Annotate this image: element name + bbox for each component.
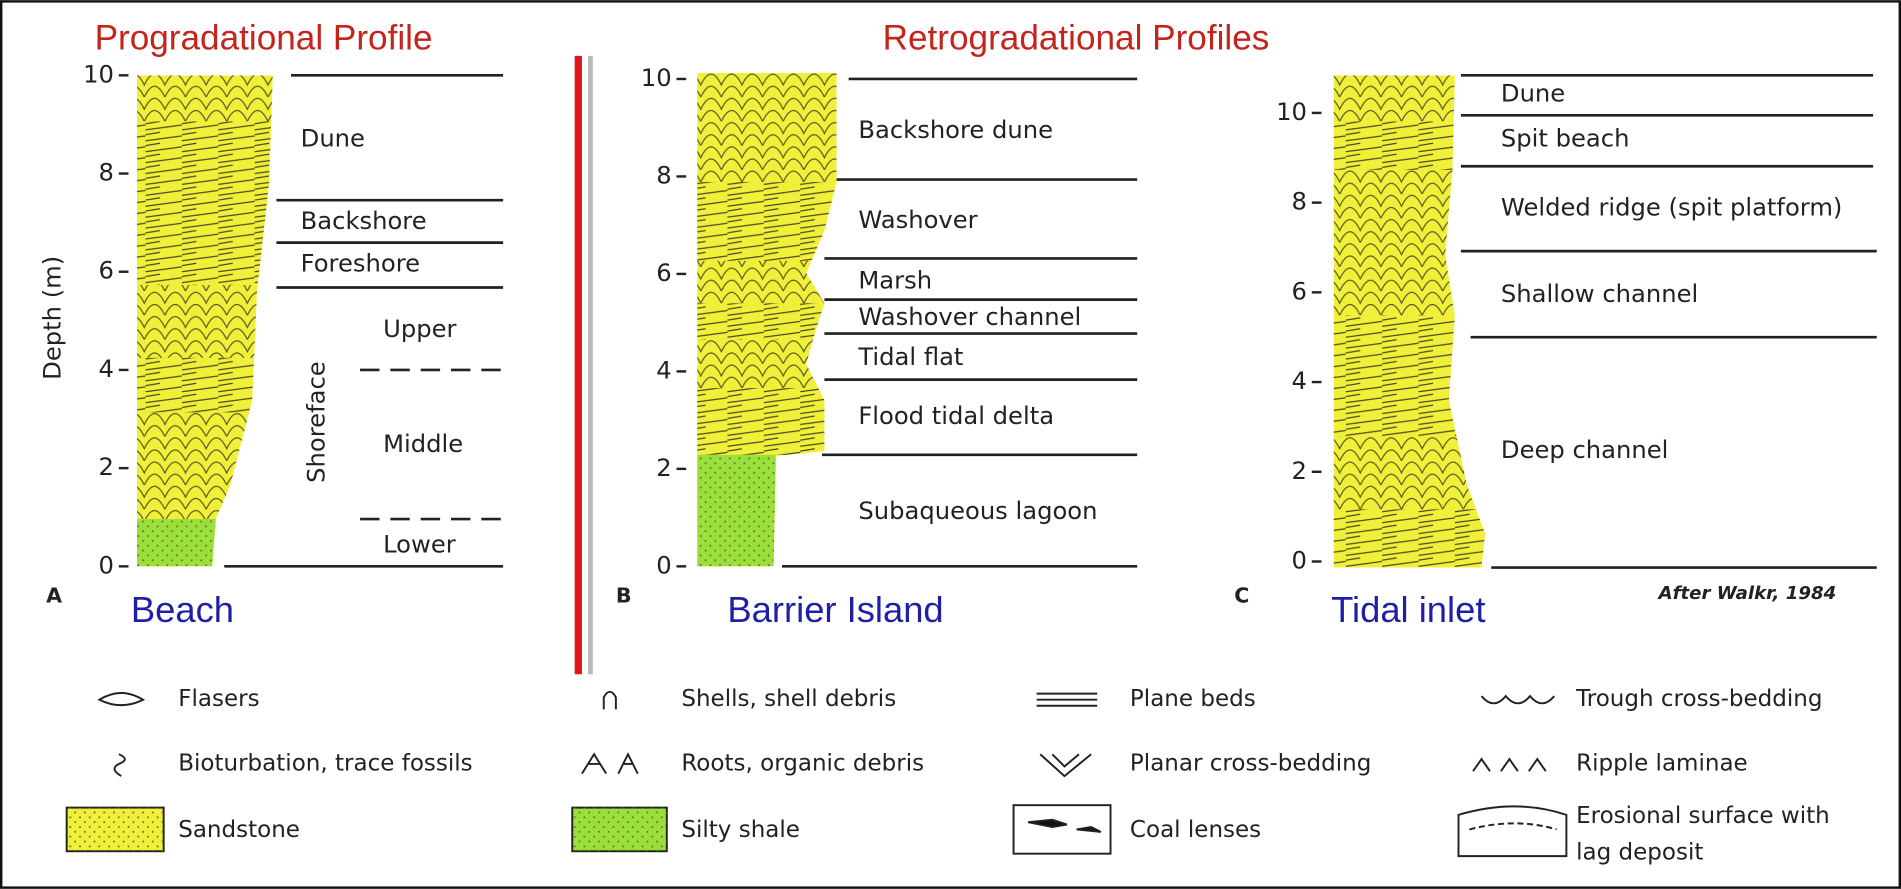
bedding: [137, 200, 279, 285]
legend-label: Planar cross-bedding: [1130, 750, 1371, 776]
panel-letter: C: [1234, 584, 1249, 608]
tick-label: 2: [1292, 456, 1307, 485]
unit-label: Subaqueous lagoon: [858, 496, 1097, 525]
swatch: [67, 808, 164, 852]
legend-label: Trough cross-bedding: [1575, 686, 1822, 712]
tick-label: 6: [656, 258, 671, 287]
tick-label: 6: [99, 256, 114, 285]
silty-shale-dots: [697, 455, 776, 576]
tick-label: 0: [656, 550, 671, 579]
tick-label: 10: [641, 63, 672, 92]
credit: After Walkr, 1984: [1657, 583, 1837, 604]
legend-label: Coal lenses: [1130, 817, 1261, 843]
unit-label: Upper: [383, 314, 456, 343]
tick-label: 4: [99, 354, 114, 383]
unit-label: Dune: [1501, 79, 1565, 108]
group-label: Shoreface: [302, 361, 331, 483]
unit-label: Washover channel: [858, 302, 1081, 331]
bedding: [697, 73, 839, 182]
bedding: [697, 182, 839, 261]
unit-label: Flood tidal delta: [858, 401, 1054, 430]
panel-name: Beach: [131, 589, 234, 630]
bedding: [137, 358, 279, 413]
bedding: [137, 412, 279, 519]
unit-label: Washover: [858, 205, 977, 234]
tick-label: 2: [656, 453, 671, 482]
unit-label: Lower: [383, 530, 456, 559]
unit-label: Marsh: [858, 265, 932, 294]
unit-label: Shallow channel: [1501, 279, 1698, 308]
legend-label: Bioturbation, trace fossils: [178, 750, 472, 776]
axis-label: Depth (m): [37, 256, 66, 380]
swatch: [572, 808, 667, 852]
bedding: [697, 340, 839, 388]
legend-label: Flasers: [178, 686, 259, 712]
tick-label: 0: [1292, 545, 1307, 574]
tick-label: 6: [1292, 276, 1307, 305]
panel-letter: A: [46, 584, 62, 608]
unit-label: Welded ridge (spit platform): [1501, 193, 1842, 222]
column: [137, 67, 279, 576]
tick-label: 8: [1292, 187, 1307, 216]
legend-label: Ripple laminae: [1576, 750, 1748, 776]
bedding: [1334, 170, 1487, 255]
bedding: [137, 75, 279, 121]
page: Progradational Profile Retrogradational …: [0, 0, 1901, 889]
tick-label: 2: [99, 452, 114, 481]
unit-label: Spit beach: [1501, 124, 1630, 153]
legend-label: Silty shale: [681, 817, 800, 843]
tick-label: 10: [1276, 97, 1307, 126]
tick-label: 4: [656, 355, 671, 384]
tick-label: 8: [99, 158, 114, 187]
bedding: [697, 261, 839, 303]
figure: Progradational Profile Retrogradational …: [0, 0, 1901, 889]
bedding: [1334, 121, 1487, 169]
unit-label: Backshore: [301, 206, 427, 235]
unit-label: Backshore dune: [858, 115, 1053, 144]
legend-label: Plane beds: [1130, 686, 1256, 712]
column: [697, 67, 839, 576]
bedding: [697, 388, 839, 455]
tick-label: 8: [656, 160, 671, 189]
bedding: [137, 121, 279, 200]
unit-label: Dune: [301, 124, 365, 153]
unit-label: Tidal flat: [857, 342, 963, 371]
title: Progradational Profile: [95, 18, 433, 57]
bedding: [1334, 315, 1487, 363]
panel-name: Tidal inlet: [1331, 589, 1485, 630]
tick-label: 0: [99, 550, 114, 579]
legend-label: Sandstone: [178, 817, 300, 843]
bedding: [137, 285, 279, 358]
panel-name: Barrier Island: [727, 589, 943, 630]
legend-label: Roots, organic debris: [681, 750, 924, 776]
bedding: [1334, 255, 1487, 316]
title: Retrogradational Profiles: [883, 18, 1270, 57]
bedding: [1334, 437, 1487, 510]
unit-label: Foreshore: [301, 248, 420, 277]
legend-label: Shells, shell debris: [681, 686, 896, 712]
bedding: [1334, 364, 1487, 437]
panel-letter: B: [616, 584, 632, 608]
bedding: [1334, 509, 1487, 567]
unit-label: Deep channel: [1501, 435, 1668, 464]
silty-shale-dots: [137, 519, 216, 576]
unit-label: Middle: [383, 429, 463, 458]
tick-label: 10: [83, 59, 114, 88]
tick-label: 4: [1292, 366, 1307, 395]
bedding: [697, 303, 839, 339]
column: [1334, 67, 1487, 576]
